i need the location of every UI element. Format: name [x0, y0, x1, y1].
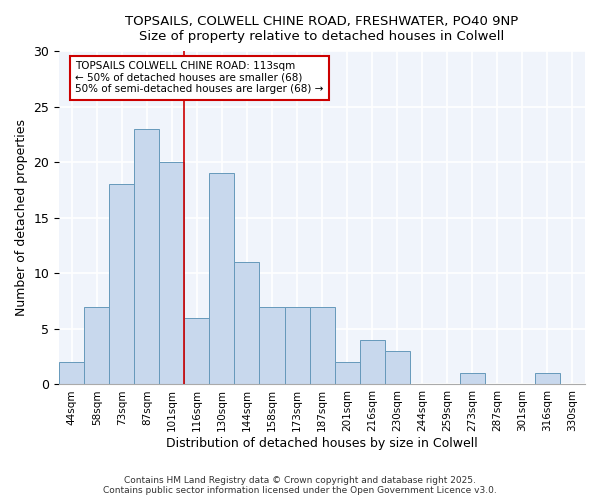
Bar — [310, 306, 335, 384]
Bar — [259, 306, 284, 384]
Bar — [385, 351, 410, 384]
Bar — [460, 374, 485, 384]
Bar — [184, 318, 209, 384]
Bar — [359, 340, 385, 384]
Text: TOPSAILS COLWELL CHINE ROAD: 113sqm
← 50% of detached houses are smaller (68)
50: TOPSAILS COLWELL CHINE ROAD: 113sqm ← 50… — [75, 61, 323, 94]
Bar — [535, 374, 560, 384]
Text: Contains HM Land Registry data © Crown copyright and database right 2025.
Contai: Contains HM Land Registry data © Crown c… — [103, 476, 497, 495]
Bar — [235, 262, 259, 384]
Bar — [109, 184, 134, 384]
Bar — [284, 306, 310, 384]
Bar — [84, 306, 109, 384]
X-axis label: Distribution of detached houses by size in Colwell: Distribution of detached houses by size … — [166, 437, 478, 450]
Title: TOPSAILS, COLWELL CHINE ROAD, FRESHWATER, PO40 9NP
Size of property relative to : TOPSAILS, COLWELL CHINE ROAD, FRESHWATER… — [125, 15, 519, 43]
Bar — [160, 162, 184, 384]
Y-axis label: Number of detached properties: Number of detached properties — [15, 120, 28, 316]
Bar — [335, 362, 359, 384]
Bar — [134, 129, 160, 384]
Bar — [59, 362, 84, 384]
Bar — [209, 174, 235, 384]
